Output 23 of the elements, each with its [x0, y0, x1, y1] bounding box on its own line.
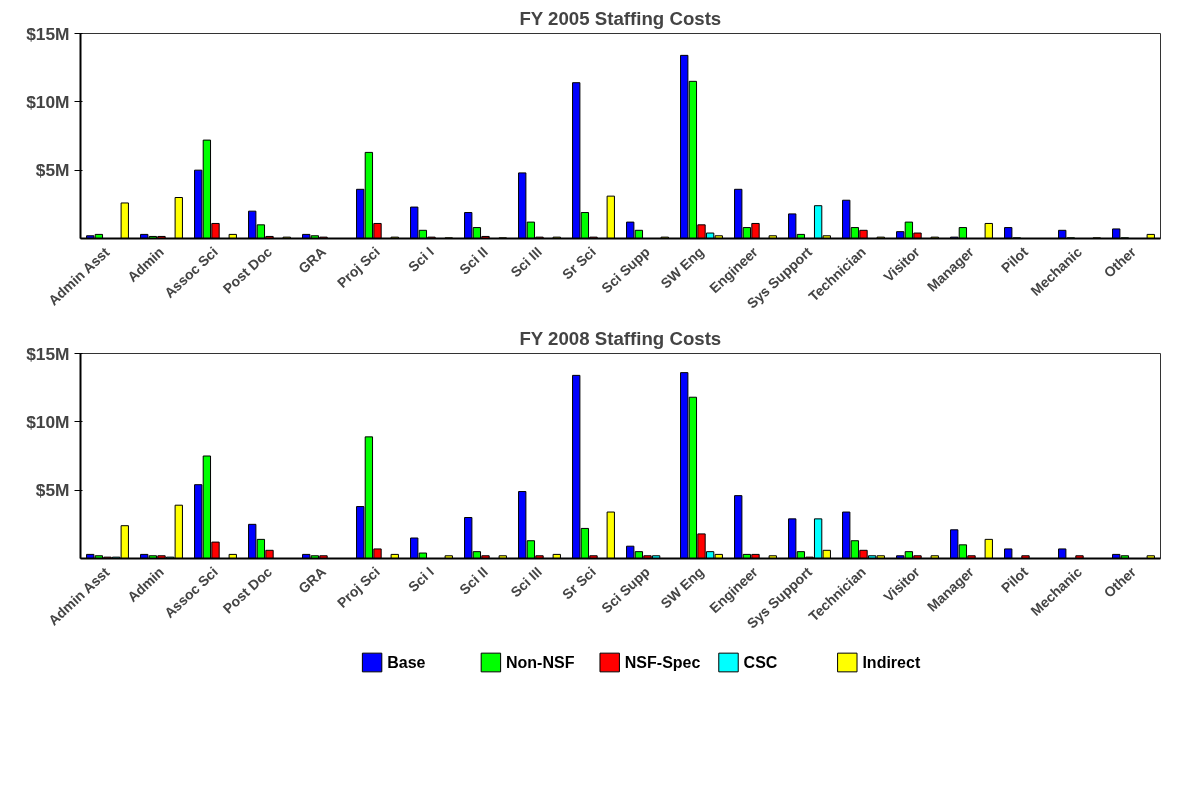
x-tick-label: Sci I	[404, 563, 437, 595]
x-tick-label: Sci III	[507, 563, 545, 601]
y-tick-label: $5M	[35, 160, 70, 181]
chart-title: FY 2005 Staffing Costs	[519, 7, 722, 29]
legend-label: NSF-Spec	[624, 654, 701, 671]
x-tick-label: SW Eng	[657, 243, 707, 292]
x-tick-label: Sr Sci	[559, 563, 599, 603]
y-tick-label: $15M	[26, 23, 70, 44]
legend-label: Indirect	[862, 654, 921, 671]
x-tick-label: Sci I	[404, 243, 437, 275]
chart-title: FY 2008 Staffing Costs	[519, 327, 722, 349]
x-tick-label: Sr Sci	[559, 243, 599, 283]
y-tick-label: $5M	[35, 480, 70, 501]
x-tick-label: Sci III	[507, 243, 545, 281]
legend-label: Non-NSF	[506, 654, 575, 671]
x-tick-label: SW Eng	[657, 563, 707, 612]
x-tick-label: Sci II	[456, 563, 491, 598]
x-tick-label: Sci II	[456, 243, 491, 278]
y-tick-label: $10M	[26, 411, 70, 432]
y-tick-label: $10M	[26, 91, 70, 112]
legend-label: Base	[387, 654, 426, 671]
legend-label: CSC	[743, 654, 778, 671]
y-tick-label: $15M	[26, 343, 70, 364]
